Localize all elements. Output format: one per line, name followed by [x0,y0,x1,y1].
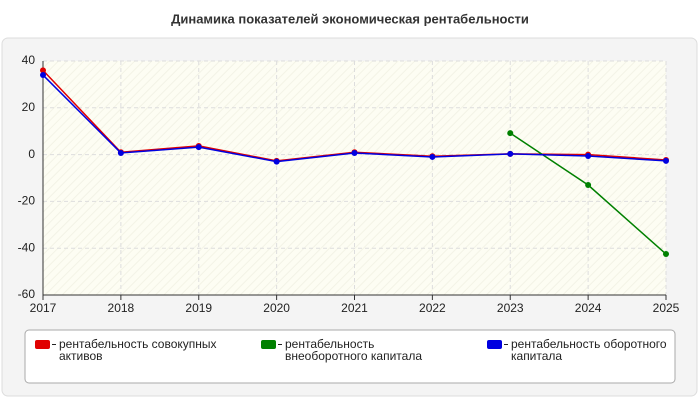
legend-dash [504,344,508,345]
point [663,251,669,258]
x-tick-label: 2020 [263,301,290,315]
legend-swatch [35,340,50,349]
y-tick-label: 40 [22,53,36,67]
legend-dash [278,344,282,345]
x-tick-label: 2022 [419,301,446,315]
point [663,157,669,164]
y-tick-label: -40 [18,240,36,254]
legend-item: рентабельность оборотного капитала [487,338,677,362]
point [429,153,436,160]
point [507,150,514,157]
x-tick-label: 2021 [341,301,368,315]
point [351,149,358,156]
y-tick-label: 0 [28,147,35,161]
x-tick-label: 2024 [575,301,602,315]
x-tick-label: 2023 [497,301,524,315]
legend-swatch [487,340,502,349]
legend-label: рентабельность внеоборотного капитала [285,337,422,363]
point [40,72,46,79]
y-tick-label: -60 [18,287,36,301]
legend-label: рентабельность совокупных активов [59,337,217,363]
legend-box [24,329,676,384]
x-tick-label: 2017 [30,301,57,315]
x-tick-label: 2018 [108,301,135,315]
y-tick-label: 20 [22,100,36,114]
point [40,67,46,74]
point [273,158,280,165]
legend-swatch [261,340,276,349]
point [117,149,124,156]
x-tick-label: 2025 [653,301,680,315]
point [195,144,202,151]
legend-item: рентабельность внеоборотного капитала [261,338,451,362]
chart-title: Динамика показателей экономическая рента… [171,11,529,26]
y-tick-label: -20 [18,194,36,208]
point [585,153,592,160]
point [507,130,514,137]
legend-item: рентабельность совокупных активов [35,338,225,362]
point [585,182,592,189]
legend-label: рентабельность оборотного капитала [511,337,667,363]
x-tick-label: 2019 [185,301,212,315]
legend-dash [52,344,56,345]
